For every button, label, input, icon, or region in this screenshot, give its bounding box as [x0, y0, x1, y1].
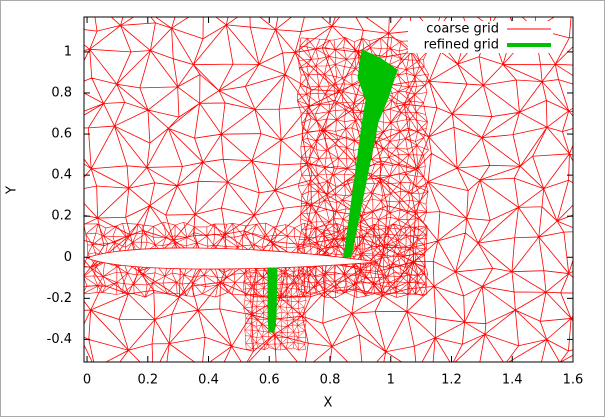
x-tick-label: 1.4: [502, 373, 523, 388]
legend-label: coarse grid: [426, 22, 499, 37]
x-tick-label: 0.2: [137, 373, 158, 388]
y-tick-label: 0.4: [51, 168, 72, 183]
legend-bg: [408, 37, 553, 53]
y-axis-label: Y: [5, 186, 20, 195]
x-tick-label: 0.6: [259, 373, 280, 388]
mesh-layer: [84, 17, 573, 362]
x-tick-label: 1.6: [563, 373, 584, 388]
y-tick-label: 0.8: [51, 85, 72, 100]
y-tick-label: -0.2: [47, 291, 72, 306]
y-tick-label: 0: [64, 250, 72, 265]
y-tick-label: -0.4: [47, 332, 72, 347]
x-axis-label: X: [324, 396, 333, 411]
refined-strip: [267, 267, 278, 333]
legend-bg: [408, 21, 553, 37]
legend-label: refined grid: [424, 38, 499, 53]
x-tick-label: 0: [83, 373, 91, 388]
x-tick-label: 0.8: [320, 373, 341, 388]
airfoil: [85, 247, 379, 270]
plot-frame: [83, 16, 574, 363]
y-tick-label: 0.6: [51, 127, 72, 142]
y-tick-label: 1: [64, 44, 72, 59]
x-tick-label: 1.2: [441, 373, 462, 388]
refined-flap: [343, 49, 398, 258]
x-tick-label: 1: [387, 373, 395, 388]
x-tick-label: 0.4: [198, 373, 219, 388]
y-tick-label: 0.2: [51, 209, 72, 224]
